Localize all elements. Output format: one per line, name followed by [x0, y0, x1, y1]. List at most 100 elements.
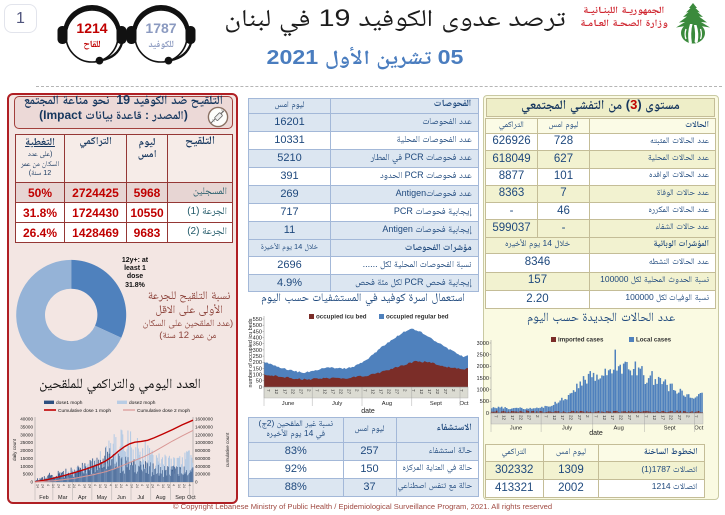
svg-text:40000: 40000	[20, 417, 33, 422]
svg-text:2: 2	[403, 389, 408, 392]
svg-text:20000: 20000	[20, 448, 33, 453]
svg-text:12: 12	[322, 389, 327, 395]
svg-text:daily count: daily count	[12, 438, 17, 461]
svg-text:June: June	[510, 426, 523, 432]
svg-text:1200000: 1200000	[195, 432, 213, 437]
svg-text:7: 7	[594, 415, 599, 418]
svg-text:14: 14	[161, 484, 165, 488]
svg-text:7: 7	[314, 389, 319, 392]
svg-text:Jun: Jun	[117, 495, 126, 501]
svg-text:1600000: 1600000	[195, 417, 213, 422]
svg-text:4: 4	[46, 484, 50, 486]
svg-text:3000: 3000	[477, 341, 489, 347]
svg-text:1000: 1000	[477, 388, 489, 394]
svg-text:Cumulative dose 1 moph: Cumulative dose 1 moph	[58, 408, 111, 414]
svg-text:14: 14	[98, 484, 102, 488]
svg-text:Local cases: Local cases	[636, 337, 672, 344]
svg-text:7: 7	[543, 415, 548, 418]
svg-text:dose2 moph: dose2 moph	[129, 400, 156, 406]
svg-text:24: 24	[151, 484, 155, 488]
svg-text:Feb: Feb	[39, 495, 48, 501]
svg-text:12: 12	[419, 389, 424, 395]
svg-text:17: 17	[282, 389, 287, 395]
svg-text:Mar: Mar	[58, 495, 68, 501]
svg-text:24: 24	[182, 484, 186, 488]
svg-text:2: 2	[585, 415, 590, 418]
svg-text:27: 27	[395, 389, 400, 395]
svg-text:24: 24	[104, 484, 108, 488]
svg-text:June: June	[282, 401, 295, 407]
svg-text:May: May	[97, 495, 108, 501]
svg-text:27: 27	[527, 415, 532, 421]
svg-text:27: 27	[347, 389, 352, 395]
svg-text:4: 4	[125, 484, 129, 486]
svg-text:Aug: Aug	[614, 426, 624, 432]
svg-text:4: 4	[62, 484, 66, 486]
svg-text:22: 22	[518, 415, 523, 421]
svg-text:14: 14	[114, 484, 118, 488]
svg-text:2: 2	[451, 389, 456, 392]
svg-text:Aug: Aug	[156, 495, 166, 501]
svg-text:17: 17	[331, 389, 336, 395]
svg-text:7: 7	[266, 389, 271, 392]
svg-text:24: 24	[166, 484, 170, 488]
svg-text:14: 14	[177, 484, 181, 488]
svg-text:للكوفيد: للكوفيد	[148, 38, 174, 54]
svg-text:24: 24	[56, 484, 60, 488]
svg-text:date: date	[589, 430, 603, 437]
svg-text:24: 24	[119, 484, 123, 488]
svg-text:22: 22	[387, 389, 392, 395]
svg-text:12: 12	[652, 415, 657, 421]
svg-text:2: 2	[535, 415, 540, 418]
svg-text:2: 2	[306, 389, 311, 392]
svg-text:4: 4	[93, 484, 97, 486]
svg-text:4: 4	[187, 484, 191, 486]
svg-text:12: 12	[371, 389, 376, 395]
svg-text:cumulative count: cumulative count	[225, 432, 230, 467]
svg-text:12: 12	[502, 415, 507, 421]
svg-text:27: 27	[577, 415, 582, 421]
svg-text:22: 22	[339, 389, 344, 395]
svg-text:Oct: Oct	[694, 426, 703, 432]
svg-text:7: 7	[493, 415, 498, 418]
svg-text:24: 24	[41, 484, 45, 488]
svg-text:Aug: Aug	[382, 401, 392, 407]
svg-text:24: 24	[88, 484, 92, 488]
svg-text:1214: 1214	[76, 20, 107, 36]
svg-text:occupied regular bed: occupied regular bed	[386, 314, 449, 321]
svg-text:4: 4	[140, 484, 144, 486]
svg-text:Sept: Sept	[664, 426, 676, 432]
svg-text:22: 22	[619, 415, 624, 421]
svg-text:17: 17	[379, 389, 384, 395]
svg-text:July: July	[562, 426, 572, 432]
svg-text:17: 17	[660, 415, 665, 421]
svg-text:500: 500	[480, 399, 489, 405]
svg-text:Apr: Apr	[78, 495, 87, 501]
svg-text:17: 17	[610, 415, 615, 421]
svg-text:7: 7	[459, 389, 464, 392]
svg-text:7: 7	[363, 389, 368, 392]
svg-text:200000: 200000	[195, 472, 211, 477]
svg-text:dose1 moph: dose1 moph	[56, 400, 83, 406]
svg-text:1000000: 1000000	[195, 440, 213, 445]
svg-text:22: 22	[290, 389, 295, 395]
svg-text:2000: 2000	[477, 364, 489, 370]
svg-text:15000: 15000	[20, 456, 33, 461]
svg-text:450: 450	[253, 329, 262, 335]
svg-text:5000: 5000	[23, 472, 34, 477]
svg-text:date: date	[361, 408, 375, 415]
svg-text:imported cases: imported cases	[558, 337, 604, 344]
svg-text:4: 4	[172, 484, 176, 486]
svg-text:150: 150	[253, 366, 262, 372]
svg-text:2: 2	[355, 389, 360, 392]
svg-text:250: 250	[253, 354, 262, 360]
svg-text:1500: 1500	[477, 376, 489, 382]
svg-text:800000: 800000	[195, 448, 211, 453]
svg-text:1787: 1787	[145, 20, 176, 36]
svg-text:للقاح: للقاح	[83, 38, 100, 54]
svg-text:24: 24	[135, 484, 139, 488]
svg-text:12: 12	[274, 389, 279, 395]
svg-text:22: 22	[569, 415, 574, 421]
svg-text:100: 100	[253, 373, 262, 379]
svg-text:24: 24	[72, 484, 76, 488]
